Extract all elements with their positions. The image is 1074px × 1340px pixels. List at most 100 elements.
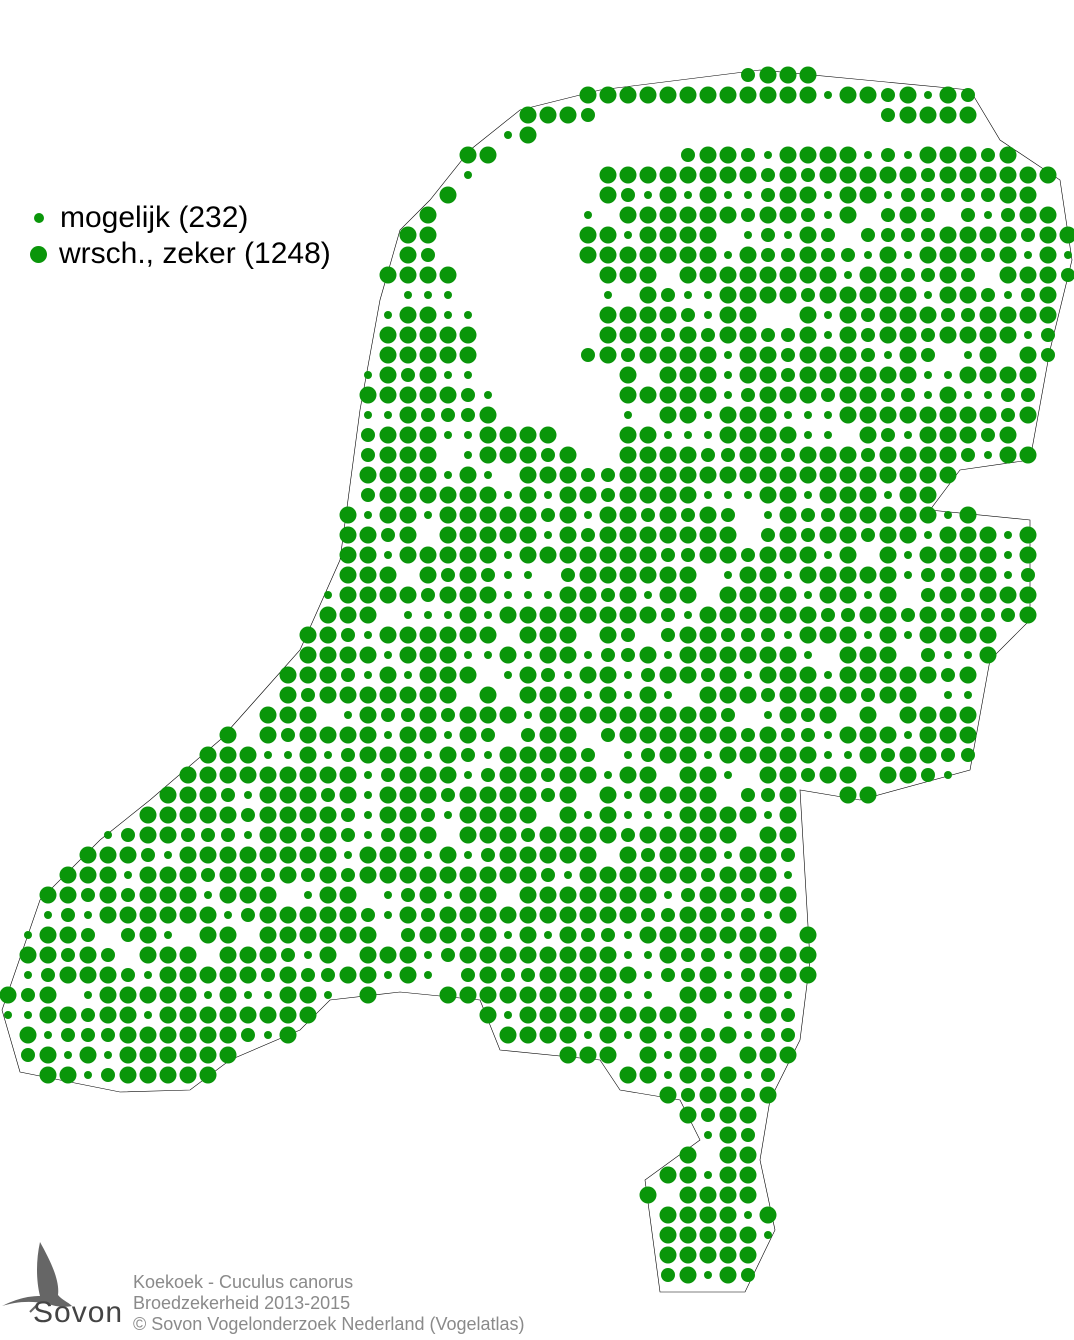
dot-wrsch-zeker: [259, 1006, 277, 1024]
dot-wrsch-zeker: [759, 586, 777, 604]
dot-wrsch-zeker: [801, 168, 815, 182]
dot-wrsch-zeker: [399, 786, 417, 804]
dot-wrsch-zeker: [959, 106, 977, 124]
dot-wrsch-zeker: [219, 986, 237, 1004]
dot-wrsch-zeker: [219, 926, 237, 944]
dot-wrsch-zeker: [279, 1026, 297, 1044]
dot-wrsch-zeker: [601, 488, 615, 502]
dot-wrsch-zeker: [559, 466, 577, 484]
dot-wrsch-zeker: [439, 546, 457, 564]
dot-wrsch-zeker: [359, 866, 377, 884]
dot-wrsch-zeker: [199, 1006, 217, 1024]
dot-wrsch-zeker: [759, 1206, 777, 1224]
dot-wrsch-zeker: [759, 406, 777, 424]
dot-wrsch-zeker: [859, 426, 877, 444]
dot-wrsch-zeker: [899, 166, 917, 184]
dot-wrsch-zeker: [679, 646, 697, 664]
dot-wrsch-zeker: [681, 1088, 695, 1102]
dot-mogelijk: [704, 1171, 712, 1179]
dot-mogelijk: [824, 431, 832, 439]
dot-wrsch-zeker: [559, 106, 577, 124]
dot-wrsch-zeker: [759, 266, 777, 284]
dot-wrsch-zeker: [99, 846, 117, 864]
dot-wrsch-zeker: [779, 886, 797, 904]
dot-wrsch-zeker: [399, 626, 417, 644]
dot-wrsch-zeker: [759, 826, 777, 844]
dot-wrsch-zeker: [819, 366, 837, 384]
dot-mogelijk: [424, 291, 432, 299]
dot-wrsch-zeker: [639, 466, 657, 484]
dot-wrsch-zeker: [719, 1126, 737, 1144]
dot-wrsch-zeker: [1039, 226, 1057, 244]
dot-mogelijk: [744, 1031, 752, 1039]
dot-mogelijk: [824, 191, 832, 199]
dot-wrsch-zeker: [699, 706, 717, 724]
dot-wrsch-zeker: [559, 486, 577, 504]
dot-wrsch-zeker: [619, 326, 637, 344]
dot-wrsch-zeker: [799, 926, 817, 944]
dot-wrsch-zeker: [639, 706, 657, 724]
dot-wrsch-zeker: [1039, 286, 1057, 304]
dot-mogelijk: [1004, 551, 1012, 559]
dot-wrsch-zeker: [139, 806, 157, 824]
dot-mogelijk: [364, 631, 372, 639]
dot-wrsch-zeker: [839, 566, 857, 584]
dot-wrsch-zeker: [739, 746, 757, 764]
dot-wrsch-zeker: [339, 526, 357, 544]
dot-mogelijk: [664, 811, 672, 819]
dot-wrsch-zeker: [499, 426, 517, 444]
dot-wrsch-zeker: [699, 1206, 717, 1224]
dot-wrsch-zeker: [139, 1066, 157, 1084]
dot-wrsch-zeker: [539, 946, 557, 964]
dot-wrsch-zeker: [419, 326, 437, 344]
dot-wrsch-zeker: [699, 606, 717, 624]
dot-wrsch-zeker: [379, 686, 397, 704]
dot-wrsch-zeker: [659, 246, 677, 264]
dot-wrsch-zeker: [601, 468, 615, 482]
dot-wrsch-zeker: [719, 206, 737, 224]
dot-wrsch-zeker: [479, 706, 497, 724]
dot-mogelijk: [904, 431, 912, 439]
dot-wrsch-zeker: [581, 468, 595, 482]
dot-wrsch-zeker: [819, 166, 837, 184]
dot-wrsch-zeker: [539, 626, 557, 644]
dot-wrsch-zeker: [659, 346, 677, 364]
dot-mogelijk: [884, 351, 892, 359]
dot-wrsch-zeker: [839, 546, 857, 564]
dot-mogelijk: [744, 191, 752, 199]
dot-wrsch-zeker: [179, 1006, 197, 1024]
dot-wrsch-zeker: [519, 106, 537, 124]
dot-mogelijk: [424, 751, 432, 759]
dot-mogelijk: [624, 751, 632, 759]
dot-wrsch-zeker: [879, 626, 897, 644]
dot-mogelijk: [1004, 531, 1012, 539]
dot-wrsch-zeker: [499, 646, 517, 664]
dot-wrsch-zeker: [419, 426, 437, 444]
dot-wrsch-zeker: [799, 746, 817, 764]
dot-wrsch-zeker: [839, 166, 857, 184]
dot-wrsch-zeker: [779, 906, 797, 924]
dot-wrsch-zeker: [399, 846, 417, 864]
dot-wrsch-zeker: [319, 846, 337, 864]
dot-wrsch-zeker: [199, 1046, 217, 1064]
dot-mogelijk: [84, 1071, 92, 1079]
dot-wrsch-zeker: [859, 386, 877, 404]
dot-wrsch-zeker: [741, 1088, 755, 1102]
legend: mogelijk (232) wrsch., zeker (1248): [30, 200, 331, 272]
dot-mogelijk: [724, 251, 732, 259]
dot-wrsch-zeker: [79, 946, 97, 964]
dot-wrsch-zeker: [299, 726, 317, 744]
dot-wrsch-zeker: [779, 706, 797, 724]
dot-wrsch-zeker: [439, 326, 457, 344]
dot-wrsch-zeker: [139, 946, 157, 964]
dot-wrsch-zeker: [759, 386, 777, 404]
dot-wrsch-zeker: [659, 506, 677, 524]
dot-wrsch-zeker: [639, 606, 657, 624]
dot-wrsch-zeker: [439, 766, 457, 784]
dot-mogelijk: [144, 1011, 152, 1019]
dot-wrsch-zeker: [341, 628, 355, 642]
dot-wrsch-zeker: [839, 726, 857, 744]
dot-wrsch-zeker: [679, 346, 697, 364]
map-subject: Broedzekerheid 2013-2015: [133, 1293, 351, 1313]
dot-wrsch-zeker: [159, 826, 177, 844]
